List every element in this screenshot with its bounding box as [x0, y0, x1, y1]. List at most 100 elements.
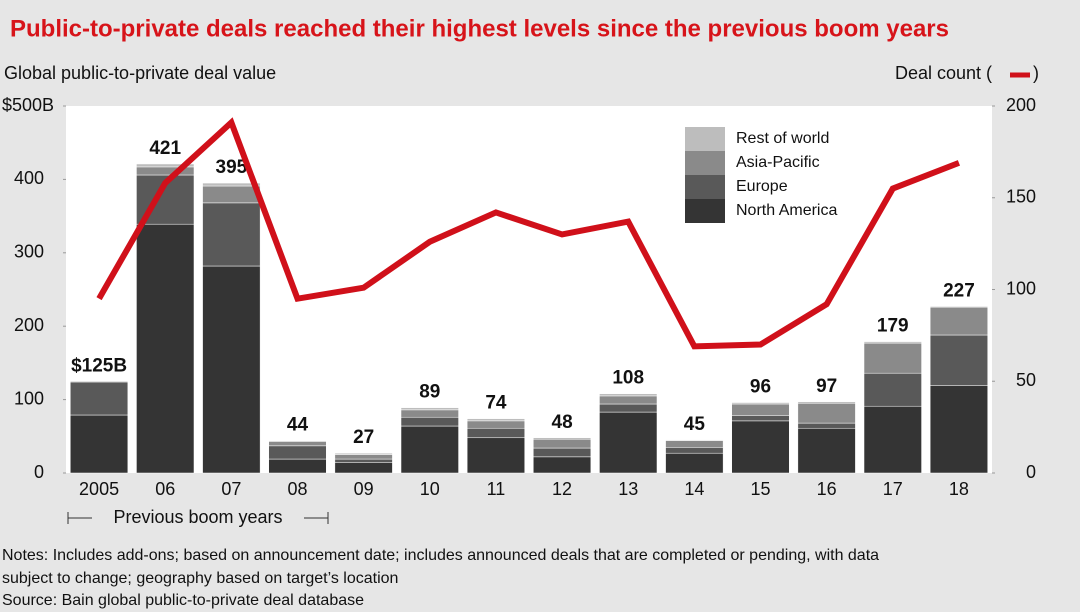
bar-segment [202, 185, 261, 204]
x-tick-label: 11 [487, 479, 506, 499]
total-label: 89 [419, 382, 440, 403]
bar-segment [863, 342, 922, 374]
x-tick-label: 17 [883, 479, 903, 499]
bar-segment [136, 223, 195, 474]
bar-segment [863, 405, 922, 474]
bar-segment [797, 403, 856, 424]
y2-tick-label: 100 [1006, 278, 1036, 298]
bar-segment [665, 440, 724, 448]
y2-axis-label-end: ) [1033, 63, 1039, 83]
bar-segment [929, 306, 988, 308]
y2-axis-label: Deal count ( [895, 63, 992, 83]
bar-segment [466, 437, 525, 474]
bar-segment [136, 163, 195, 168]
y-tick-label: 200 [14, 315, 44, 335]
note: Notes: Includes add-ons; based on announ… [2, 547, 879, 564]
bar-segment [797, 422, 856, 429]
total-label: 44 [287, 415, 309, 436]
bar-segment [533, 447, 592, 458]
y-tick-label: $500B [2, 95, 54, 115]
total-label: 27 [353, 427, 374, 448]
bar-segment [731, 420, 790, 474]
bar-segment [400, 407, 459, 411]
bar-segment [665, 447, 724, 454]
total-label: 48 [552, 412, 573, 433]
x-tick-label: 16 [817, 479, 837, 499]
bar-segment [731, 402, 790, 405]
y-axis-label: Global public-to-private deal value [4, 63, 276, 83]
x-tick-label: 09 [354, 479, 374, 499]
x-tick-label: 14 [684, 479, 704, 499]
bar-segment [202, 202, 261, 267]
bar-segment [599, 411, 658, 474]
x-tick-label: 06 [155, 479, 175, 499]
bar-segment [533, 437, 592, 440]
bar-segment [334, 462, 393, 474]
x-tick-label: 2005 [79, 479, 119, 499]
bar-segment [400, 416, 459, 427]
bar-segment [466, 427, 525, 439]
bar-segment [929, 334, 988, 386]
y2-tick-label: 150 [1006, 187, 1036, 207]
bar-segment [665, 452, 724, 474]
bar-segment [929, 306, 988, 336]
bar-segment [202, 182, 261, 187]
bar-segment [70, 381, 129, 383]
y-tick-label: 400 [14, 168, 44, 188]
total-label: 179 [877, 316, 909, 337]
x-tick-label: 15 [750, 479, 770, 499]
legend-label: Rest of world [736, 130, 829, 147]
annotation: Previous boom years [113, 507, 282, 527]
bar-segment [334, 458, 393, 463]
bar-segment [599, 403, 658, 413]
total-label: 421 [149, 138, 181, 159]
legend-swatch [685, 175, 725, 199]
bar-segment [533, 438, 592, 449]
total-label: 108 [612, 368, 644, 389]
bar-segment [70, 381, 129, 416]
total-label: 74 [485, 393, 507, 414]
chart-title: Public-to-private deals reached their hi… [10, 15, 949, 42]
bar-segment [797, 427, 856, 474]
bar-segment [863, 341, 922, 344]
bar-segment [400, 425, 459, 474]
legend-swatch [685, 151, 725, 175]
note: subject to change; geography based on ta… [2, 570, 398, 587]
y2-tick-label: 200 [1006, 95, 1036, 115]
y-tick-label: 0 [34, 462, 44, 482]
total-label: 96 [750, 377, 771, 398]
total-label: $125B [71, 355, 127, 376]
x-tick-label: 08 [287, 479, 307, 499]
bar-segment [731, 415, 790, 422]
note: Source: Bain global public-to-private de… [2, 592, 364, 609]
y-tick-label: 300 [14, 242, 44, 262]
bar-segment [731, 403, 790, 416]
total-label: 395 [216, 157, 248, 178]
y2-tick-label: 0 [1026, 462, 1036, 482]
bar-segment [599, 393, 658, 397]
bar-segment [400, 409, 459, 418]
bar-segment [466, 418, 525, 422]
legend-label: Europe [736, 178, 788, 195]
bar-segment [268, 445, 327, 460]
bar-segment [929, 385, 988, 474]
deal-count-line [96, 117, 961, 350]
bar-segment [466, 420, 525, 429]
legend-swatch [685, 127, 725, 151]
x-tick-label: 10 [420, 479, 440, 499]
bar-segment [665, 439, 724, 441]
bar-segment [797, 401, 856, 404]
bar-segment [70, 414, 129, 474]
legend-label: Asia-Pacific [736, 154, 820, 171]
bar-segment [268, 458, 327, 474]
bar-segment [334, 454, 393, 460]
legend-swatch [685, 199, 725, 223]
x-tick-label: 18 [949, 479, 969, 499]
y-tick-label: 100 [14, 388, 44, 408]
bar-segment [599, 395, 658, 405]
bar-segment [334, 452, 393, 455]
x-tick-label: 07 [221, 479, 241, 499]
legend-label: North America [736, 202, 837, 219]
y2-tick-label: 50 [1016, 370, 1036, 390]
